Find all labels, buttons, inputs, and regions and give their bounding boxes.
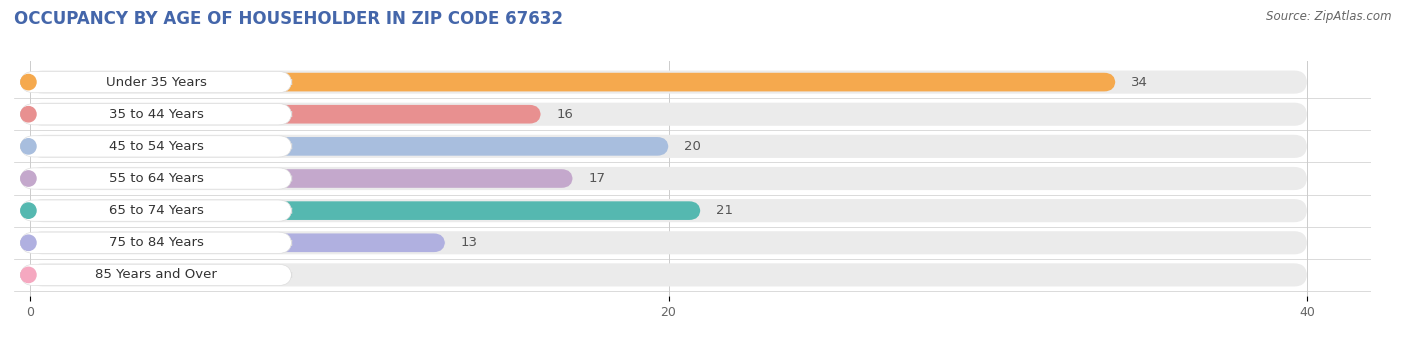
FancyBboxPatch shape (30, 103, 1308, 126)
FancyBboxPatch shape (21, 71, 292, 93)
Circle shape (21, 267, 37, 283)
Text: 6: 6 (238, 268, 246, 282)
Text: 17: 17 (589, 172, 606, 185)
FancyBboxPatch shape (30, 234, 446, 252)
FancyBboxPatch shape (30, 70, 1308, 94)
Text: 34: 34 (1132, 75, 1149, 89)
Circle shape (21, 74, 37, 90)
FancyBboxPatch shape (21, 232, 292, 253)
FancyBboxPatch shape (21, 200, 292, 221)
Text: Under 35 Years: Under 35 Years (105, 75, 207, 89)
Circle shape (21, 171, 37, 186)
FancyBboxPatch shape (21, 168, 292, 189)
FancyBboxPatch shape (30, 73, 1115, 91)
Text: 16: 16 (557, 108, 574, 121)
FancyBboxPatch shape (30, 266, 222, 284)
Text: 35 to 44 Years: 35 to 44 Years (108, 108, 204, 121)
Text: 13: 13 (461, 236, 478, 249)
Text: 55 to 64 Years: 55 to 64 Years (108, 172, 204, 185)
FancyBboxPatch shape (30, 231, 1308, 254)
Text: 85 Years and Over: 85 Years and Over (96, 268, 217, 282)
FancyBboxPatch shape (30, 169, 572, 188)
FancyBboxPatch shape (30, 135, 1308, 158)
Circle shape (21, 235, 37, 251)
Text: 75 to 84 Years: 75 to 84 Years (108, 236, 204, 249)
Text: OCCUPANCY BY AGE OF HOUSEHOLDER IN ZIP CODE 67632: OCCUPANCY BY AGE OF HOUSEHOLDER IN ZIP C… (14, 10, 562, 28)
FancyBboxPatch shape (30, 264, 1308, 287)
FancyBboxPatch shape (30, 201, 700, 220)
FancyBboxPatch shape (30, 137, 668, 156)
Circle shape (21, 106, 37, 122)
FancyBboxPatch shape (30, 105, 541, 123)
Text: 20: 20 (685, 140, 702, 153)
FancyBboxPatch shape (30, 167, 1308, 190)
FancyBboxPatch shape (30, 199, 1308, 222)
Text: 65 to 74 Years: 65 to 74 Years (108, 204, 204, 217)
Text: 45 to 54 Years: 45 to 54 Years (108, 140, 204, 153)
Text: 21: 21 (717, 204, 734, 217)
Circle shape (21, 139, 37, 154)
FancyBboxPatch shape (21, 104, 292, 125)
FancyBboxPatch shape (21, 264, 292, 286)
Text: Source: ZipAtlas.com: Source: ZipAtlas.com (1267, 10, 1392, 23)
FancyBboxPatch shape (21, 136, 292, 157)
Circle shape (21, 203, 37, 218)
